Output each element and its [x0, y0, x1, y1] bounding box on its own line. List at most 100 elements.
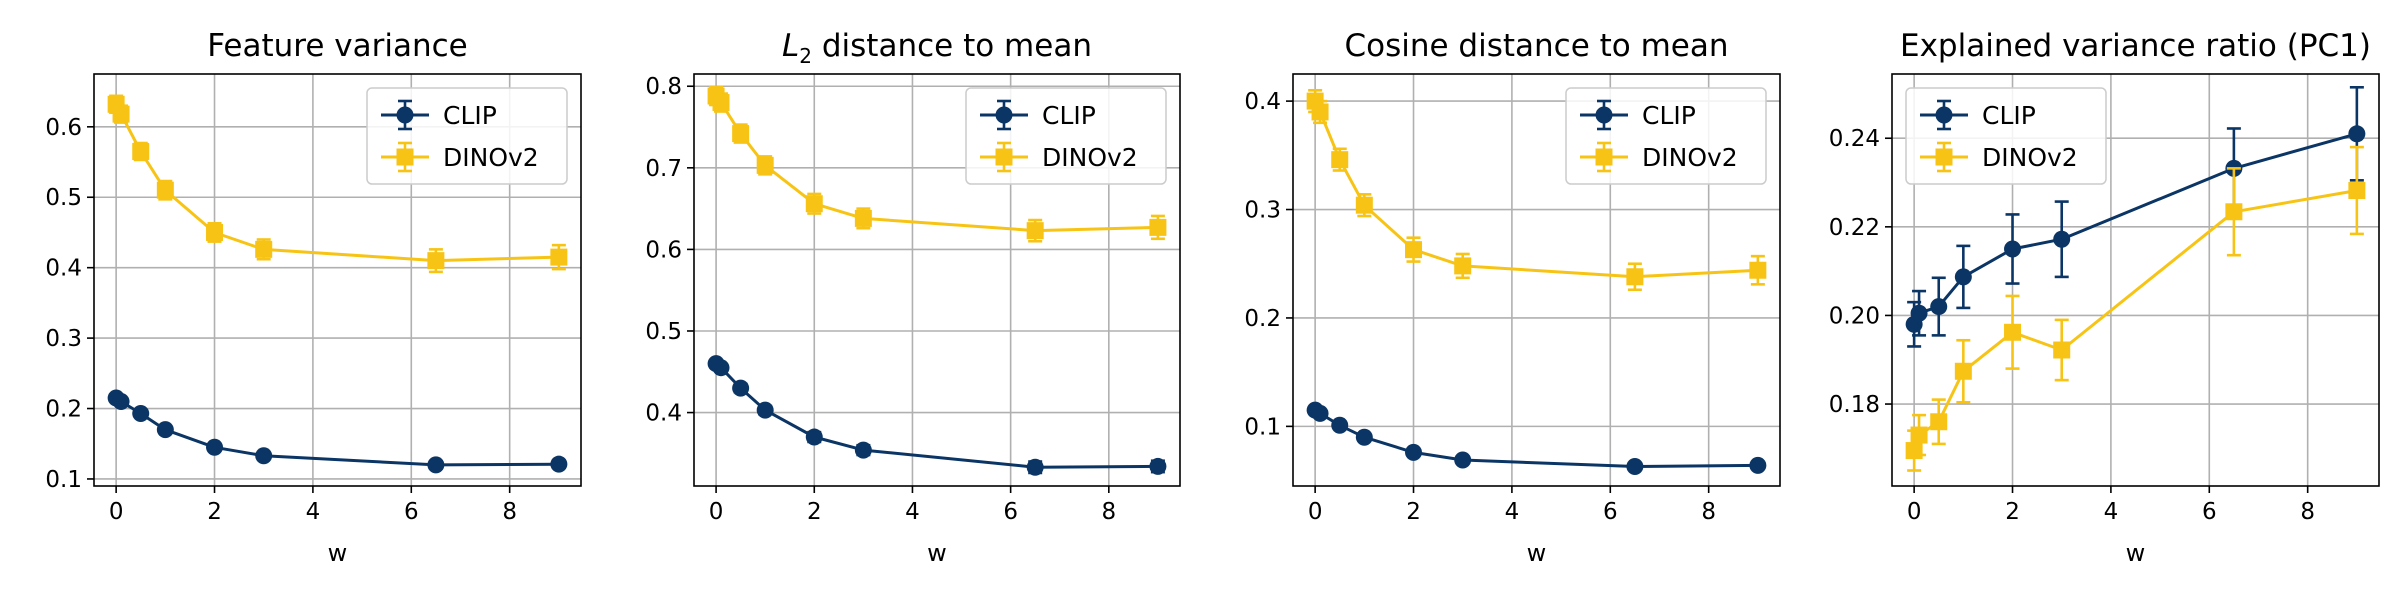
- clip-point: [132, 404, 150, 422]
- x-tick-label: 0: [1907, 499, 1922, 525]
- title-math-base: L: [782, 28, 799, 64]
- clip-point: [255, 447, 273, 465]
- legend-label-dinov2: DINOv2: [1642, 143, 1738, 172]
- panel-title: Cosine distance to mean: [1344, 28, 1728, 64]
- dinov2-point: [1405, 241, 1423, 259]
- y-tick-label: 0.5: [645, 319, 682, 345]
- x-tick-label: 2: [207, 499, 222, 525]
- legend-label-dinov2: DINOv2: [1042, 143, 1138, 172]
- clip-point: [756, 401, 774, 419]
- y-tick-label: 0.20: [1829, 303, 1880, 329]
- y-tick-label: 0.1: [1244, 414, 1281, 440]
- clip-point: [1149, 457, 1167, 475]
- legend-marker: [995, 148, 1013, 166]
- legend-item-dinov2: DINOv2: [980, 141, 1138, 173]
- y-tick-label: 0.3: [1244, 198, 1281, 224]
- clip-point: [550, 455, 568, 473]
- clip-point: [854, 441, 872, 459]
- panel-title: Feature variance: [207, 28, 467, 64]
- legend-label-clip: CLIP: [443, 101, 497, 130]
- legend-label-dinov2: DINOv2: [1982, 143, 2078, 172]
- y-tick-label: 0.3: [45, 326, 82, 352]
- x-tick-label: 2: [2005, 499, 2020, 525]
- panel-cosine-distance: 0 2 4 6 8 0.1 0.2 0.3 0.4 w Cosine distance to mea…: [1244, 28, 1781, 567]
- x-tick-label: 0: [109, 499, 124, 525]
- panel-feature-variance: 0 2 4 6 8 0.1 0.2 0.3 0.4 0.5 0.6 w Feature variance…: [45, 28, 582, 567]
- x-tick-label: 8: [1701, 499, 1716, 525]
- legend-item-clip: CLIP: [1580, 99, 1696, 131]
- series-clip: [1306, 401, 1767, 475]
- legend-marker: [396, 106, 414, 124]
- dinov2-point: [1311, 103, 1329, 121]
- legend-label-clip: CLIP: [1042, 101, 1096, 130]
- panel-title: L2 distance to mean: [782, 28, 1092, 68]
- dinov2-point: [1910, 426, 1928, 444]
- clip-line: [715, 362, 1158, 469]
- legend-marker: [995, 106, 1013, 124]
- dinov2-point: [805, 195, 823, 213]
- y-tick-label: 0.1: [45, 467, 82, 493]
- clip-point: [1910, 304, 1928, 322]
- clip-point: [1749, 456, 1767, 474]
- clip-point: [1331, 416, 1349, 434]
- legend-item-dinov2: DINOv2: [381, 141, 539, 173]
- x-axis-label: w: [1527, 539, 1547, 567]
- x-tick-label: 4: [905, 499, 920, 525]
- clip-point: [712, 359, 730, 377]
- y-tick-label: 0.22: [1829, 215, 1880, 241]
- legend-marker: [396, 148, 414, 166]
- dinov2-point: [1930, 413, 1948, 431]
- legend-item-clip: CLIP: [381, 99, 497, 131]
- x-tick-label: 4: [2104, 499, 2119, 525]
- legend-label-clip: CLIP: [1642, 101, 1696, 130]
- dinov2-point: [1355, 196, 1373, 214]
- x-tick-label: 8: [2300, 499, 2315, 525]
- x-tick-label: 0: [1308, 499, 1323, 525]
- clip-point: [206, 438, 224, 456]
- legend-box: [366, 87, 568, 185]
- dinov2-point: [756, 156, 774, 174]
- dinov2-point: [732, 125, 750, 143]
- x-tick-label: 2: [807, 499, 822, 525]
- series-clip: [107, 389, 568, 474]
- y-tick-label: 0.2: [45, 397, 82, 423]
- dinov2-line: [1912, 189, 2358, 452]
- legend-box: [965, 87, 1167, 185]
- dinov2-point: [1749, 261, 1767, 279]
- legend-box: [1565, 87, 1767, 185]
- clip-point: [427, 456, 445, 474]
- y-tick-label: 0.7: [645, 156, 682, 182]
- x-tick-label: 6: [1603, 499, 1618, 525]
- y-tick-label: 0.8: [645, 74, 682, 100]
- title-rest: distance to mean: [812, 28, 1092, 64]
- y-tick-label: 0.2: [1244, 306, 1281, 332]
- title-math-sub: 2: [799, 44, 812, 68]
- legend: CLIP DINOv2: [1905, 87, 2107, 185]
- dinov2-point: [1331, 151, 1349, 169]
- x-tick-label: 6: [2202, 499, 2217, 525]
- legend: CLIP DINOv2: [1565, 87, 1767, 185]
- series-dinov2: [107, 94, 568, 274]
- clip-point: [1311, 404, 1329, 422]
- x-tick-label: 4: [306, 499, 321, 525]
- dinov2-point: [2225, 203, 2243, 221]
- grid: [94, 74, 581, 486]
- clip-point: [2348, 125, 2366, 143]
- dinov2-point: [2053, 341, 2071, 359]
- clip-point: [156, 421, 174, 439]
- x-tick-label: 8: [502, 499, 517, 525]
- clip-point: [1026, 458, 1044, 476]
- dinov2-point: [712, 94, 730, 112]
- dinov2-point: [112, 105, 130, 123]
- legend-marker: [1595, 148, 1613, 166]
- plot-frame: [1292, 73, 1781, 487]
- y-tick-label: 0.6: [45, 115, 82, 141]
- x-tick-label: 0: [709, 499, 724, 525]
- y-tick-label: 0.4: [645, 401, 682, 427]
- dinov2-point: [2348, 182, 2366, 200]
- dinov2-point: [854, 209, 872, 227]
- y-tick-label: 0.4: [1244, 89, 1281, 115]
- legend-item-clip: CLIP: [1920, 99, 2036, 131]
- series-dinov2: [1306, 88, 1767, 292]
